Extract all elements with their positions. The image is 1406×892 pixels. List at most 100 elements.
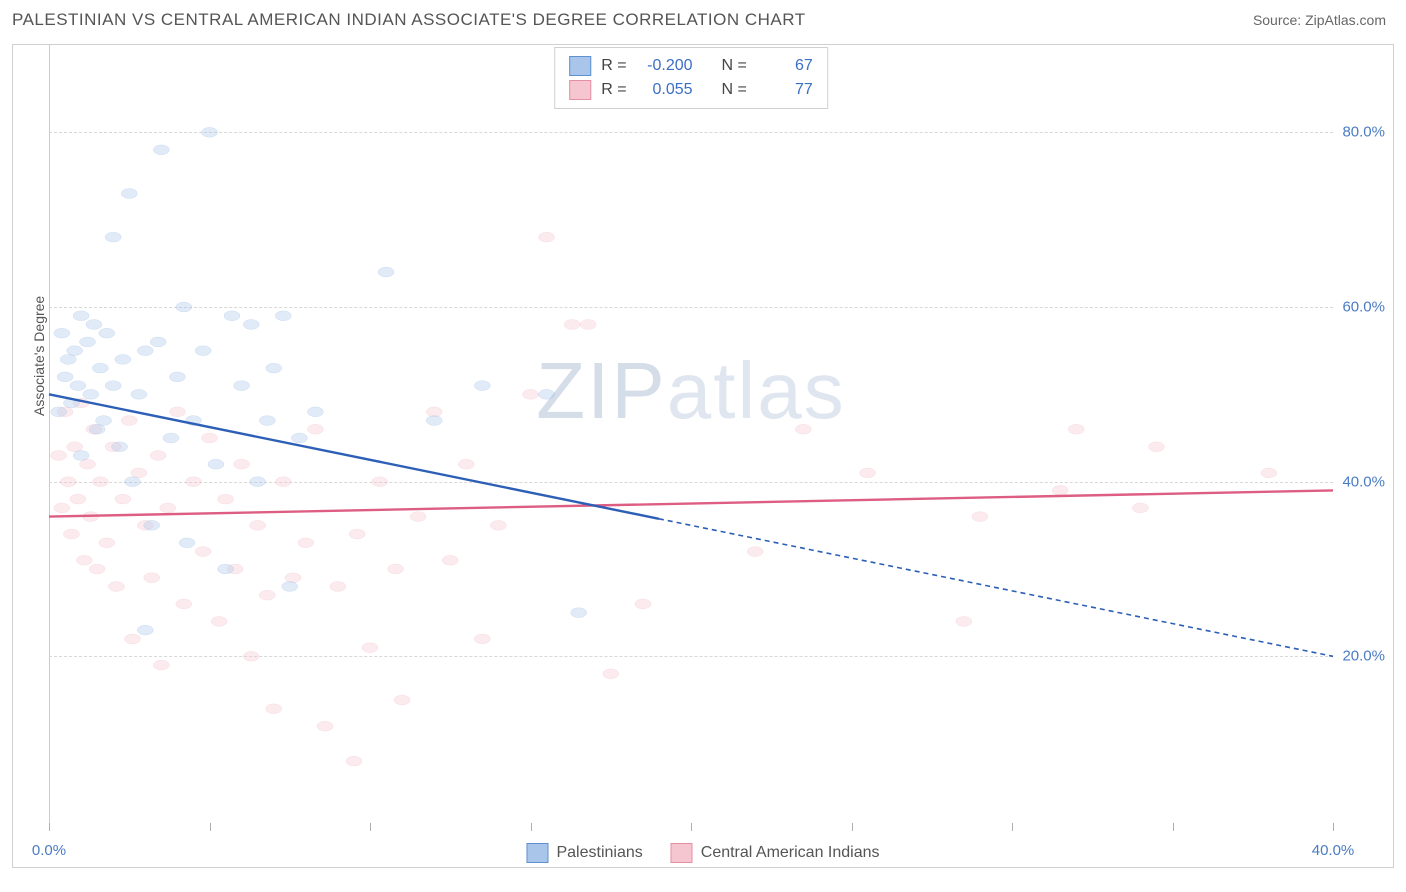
scatter-point <box>539 389 555 399</box>
scatter-point <box>956 616 972 626</box>
scatter-point <box>474 634 490 644</box>
scatter-point <box>266 704 282 714</box>
scatter-point <box>1132 503 1148 513</box>
scatter-plot <box>49 45 1333 831</box>
scatter-point <box>243 320 259 330</box>
scatter-point <box>378 267 394 277</box>
scatter-point <box>105 232 121 242</box>
legend-item-cai: Central American Indians <box>671 843 880 863</box>
scatter-point <box>54 503 70 513</box>
scatter-point <box>153 145 169 155</box>
scatter-point <box>522 389 538 399</box>
scatter-point <box>99 328 115 338</box>
scatter-point <box>250 520 266 530</box>
r-value-palestinians: -0.200 <box>637 54 693 78</box>
legend-item-palestinians: Palestinians <box>526 843 642 863</box>
scatter-point <box>121 189 137 199</box>
scatter-point <box>603 669 619 679</box>
scatter-point <box>176 599 192 609</box>
scatter-point <box>89 424 105 434</box>
legend-label-palestinians: Palestinians <box>556 844 642 862</box>
scatter-point <box>426 416 442 426</box>
plot-area: ZIPatlas 20.0%40.0%60.0%80.0% 0.0%40.0% … <box>49 45 1333 831</box>
chart-container: ZIPatlas 20.0%40.0%60.0%80.0% 0.0%40.0% … <box>12 44 1394 868</box>
scatter-point <box>571 608 587 618</box>
scatter-point <box>185 477 201 487</box>
scatter-point <box>410 512 426 522</box>
r-label: R = <box>601 78 626 102</box>
scatter-point <box>76 555 92 565</box>
legend-swatch-cai <box>671 843 693 863</box>
x-tick-label: 40.0% <box>1312 842 1355 859</box>
n-value-cai: 77 <box>757 78 813 102</box>
x-tick <box>1333 823 1334 831</box>
scatter-point <box>234 459 250 469</box>
legend-label-cai: Central American Indians <box>701 844 880 862</box>
scatter-point <box>275 311 291 321</box>
scatter-point <box>458 459 474 469</box>
scatter-point <box>208 459 224 469</box>
scatter-point <box>121 416 137 426</box>
scatter-point <box>266 363 282 373</box>
n-value-palestinians: 67 <box>757 54 813 78</box>
scatter-point <box>60 477 76 487</box>
scatter-point <box>346 756 362 766</box>
scatter-point <box>298 538 314 548</box>
scatter-point <box>259 590 275 600</box>
scatter-point <box>67 346 83 356</box>
scatter-point <box>144 573 160 583</box>
scatter-point <box>234 381 250 391</box>
scatter-point <box>307 424 323 434</box>
legend-swatch-palestinians <box>526 843 548 863</box>
scatter-point <box>137 346 153 356</box>
trendline-palestinians-solid <box>49 394 659 518</box>
chart-title: PALESTINIAN VS CENTRAL AMERICAN INDIAN A… <box>12 10 806 30</box>
scatter-point <box>153 660 169 670</box>
scatter-point <box>115 494 131 504</box>
scatter-point <box>73 451 89 461</box>
scatter-point <box>163 433 179 443</box>
scatter-point <box>89 564 105 574</box>
scatter-point <box>92 477 108 487</box>
y-tick-label: 80.0% <box>1342 124 1385 141</box>
scatter-point <box>60 354 76 364</box>
scatter-point <box>224 311 240 321</box>
scatter-point <box>1261 468 1277 478</box>
scatter-point <box>70 494 86 504</box>
scatter-point <box>218 494 234 504</box>
scatter-point <box>131 468 147 478</box>
scatter-point <box>137 625 153 635</box>
correlation-stats-box: R = -0.200 N = 67 R = 0.055 N = 77 <box>554 47 828 109</box>
scatter-point <box>372 477 388 487</box>
trendline-palestinians-dashed <box>659 519 1333 657</box>
stats-row-palestinians: R = -0.200 N = 67 <box>569 54 813 78</box>
scatter-point <box>169 372 185 382</box>
scatter-point <box>580 320 596 330</box>
scatter-point <box>218 564 234 574</box>
scatter-point <box>426 407 442 417</box>
scatter-point <box>474 381 490 391</box>
n-label: N = <box>721 78 746 102</box>
scatter-point <box>330 582 346 592</box>
scatter-point <box>96 416 112 426</box>
scatter-point <box>63 529 79 539</box>
scatter-point <box>275 477 291 487</box>
scatter-point <box>201 127 217 137</box>
scatter-point <box>635 599 651 609</box>
legend-bottom: Palestinians Central American Indians <box>526 843 879 863</box>
scatter-point <box>124 477 140 487</box>
scatter-point <box>282 582 298 592</box>
scatter-point <box>92 363 108 373</box>
scatter-point <box>388 564 404 574</box>
scatter-point <box>150 451 166 461</box>
scatter-point <box>317 721 333 731</box>
scatter-point <box>195 346 211 356</box>
scatter-point <box>70 381 86 391</box>
scatter-point <box>250 477 266 487</box>
scatter-point <box>490 520 506 530</box>
scatter-point <box>243 651 259 661</box>
scatter-point <box>51 407 67 417</box>
y-axis-label: Associate's Degree <box>31 296 47 416</box>
scatter-point <box>79 459 95 469</box>
scatter-point <box>539 232 555 242</box>
